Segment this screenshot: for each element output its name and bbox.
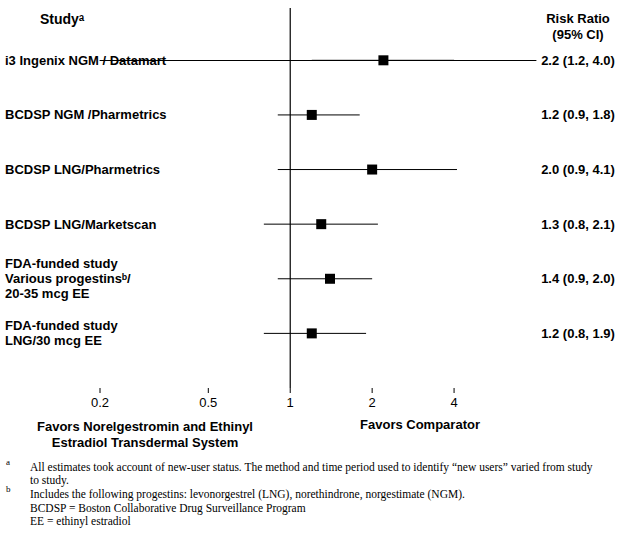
svg-text:Favors Comparator: Favors Comparator [360,417,480,432]
svg-text:2.2 (1.2, 4.0): 2.2 (1.2, 4.0) [541,53,615,68]
svg-text:2: 2 [369,395,376,410]
svg-text:Favors Norelgestromin and Ethi: Favors Norelgestromin and Ethinyl [37,419,253,434]
svg-text:1.2 (0.9, 1.8): 1.2 (0.9, 1.8) [541,107,615,122]
svg-text:1.3 (0.8, 2.1): 1.3 (0.8, 2.1) [541,217,615,232]
svg-text:1.4 (0.9, 2.0): 1.4 (0.9, 2.0) [541,271,615,286]
svg-text:BCDSP = Boston Collaborative D: BCDSP = Boston Collaborative Drug Survei… [30,502,306,515]
svg-text:i3 Ingenix NGM / Datamart: i3 Ingenix NGM / Datamart [5,53,167,68]
svg-text:2.0 (0.9, 4.1): 2.0 (0.9, 4.1) [541,162,615,177]
svg-text:to study.: to study. [30,474,69,487]
svg-text:BCDSP LNG/Pharmetrics: BCDSP LNG/Pharmetrics [5,162,160,177]
svg-text:b: b [6,484,11,494]
svg-text:1.2 (0.8, 1.9): 1.2 (0.8, 1.9) [541,326,615,341]
svg-text:(95% CI): (95% CI) [552,27,603,42]
svg-text:BCDSP NGM /Pharmetrics: BCDSP NGM /Pharmetrics [5,107,167,122]
svg-text:LNG/30 mcg EE: LNG/30 mcg EE [5,333,102,348]
svg-text:20-35 mcg EE: 20-35 mcg EE [5,286,90,301]
svg-text:Various progestinsᵇ/: Various progestinsᵇ/ [5,271,131,286]
svg-text:1: 1 [287,395,294,410]
svg-text:a: a [6,457,10,467]
svg-text:0.5: 0.5 [199,395,217,410]
svg-text:Studyᵃ: Studyᵃ [40,11,85,27]
svg-text:Estradiol Transdermal System: Estradiol Transdermal System [52,435,238,450]
svg-text:4: 4 [450,395,457,410]
svg-text:0.2: 0.2 [91,395,109,410]
svg-text:FDA-funded study: FDA-funded study [5,256,118,271]
svg-text:Risk Ratio: Risk Ratio [546,11,610,26]
svg-text:All estimates took account of: All estimates took account of new-user s… [30,461,595,474]
svg-text:BCDSP LNG/Marketscan: BCDSP LNG/Marketscan [5,217,157,232]
svg-text:Includes the following progest: Includes the following progestins: levon… [30,488,465,501]
svg-text:EE = ethinyl estradiol: EE = ethinyl estradiol [30,515,131,528]
svg-text:FDA-funded study: FDA-funded study [5,318,118,333]
